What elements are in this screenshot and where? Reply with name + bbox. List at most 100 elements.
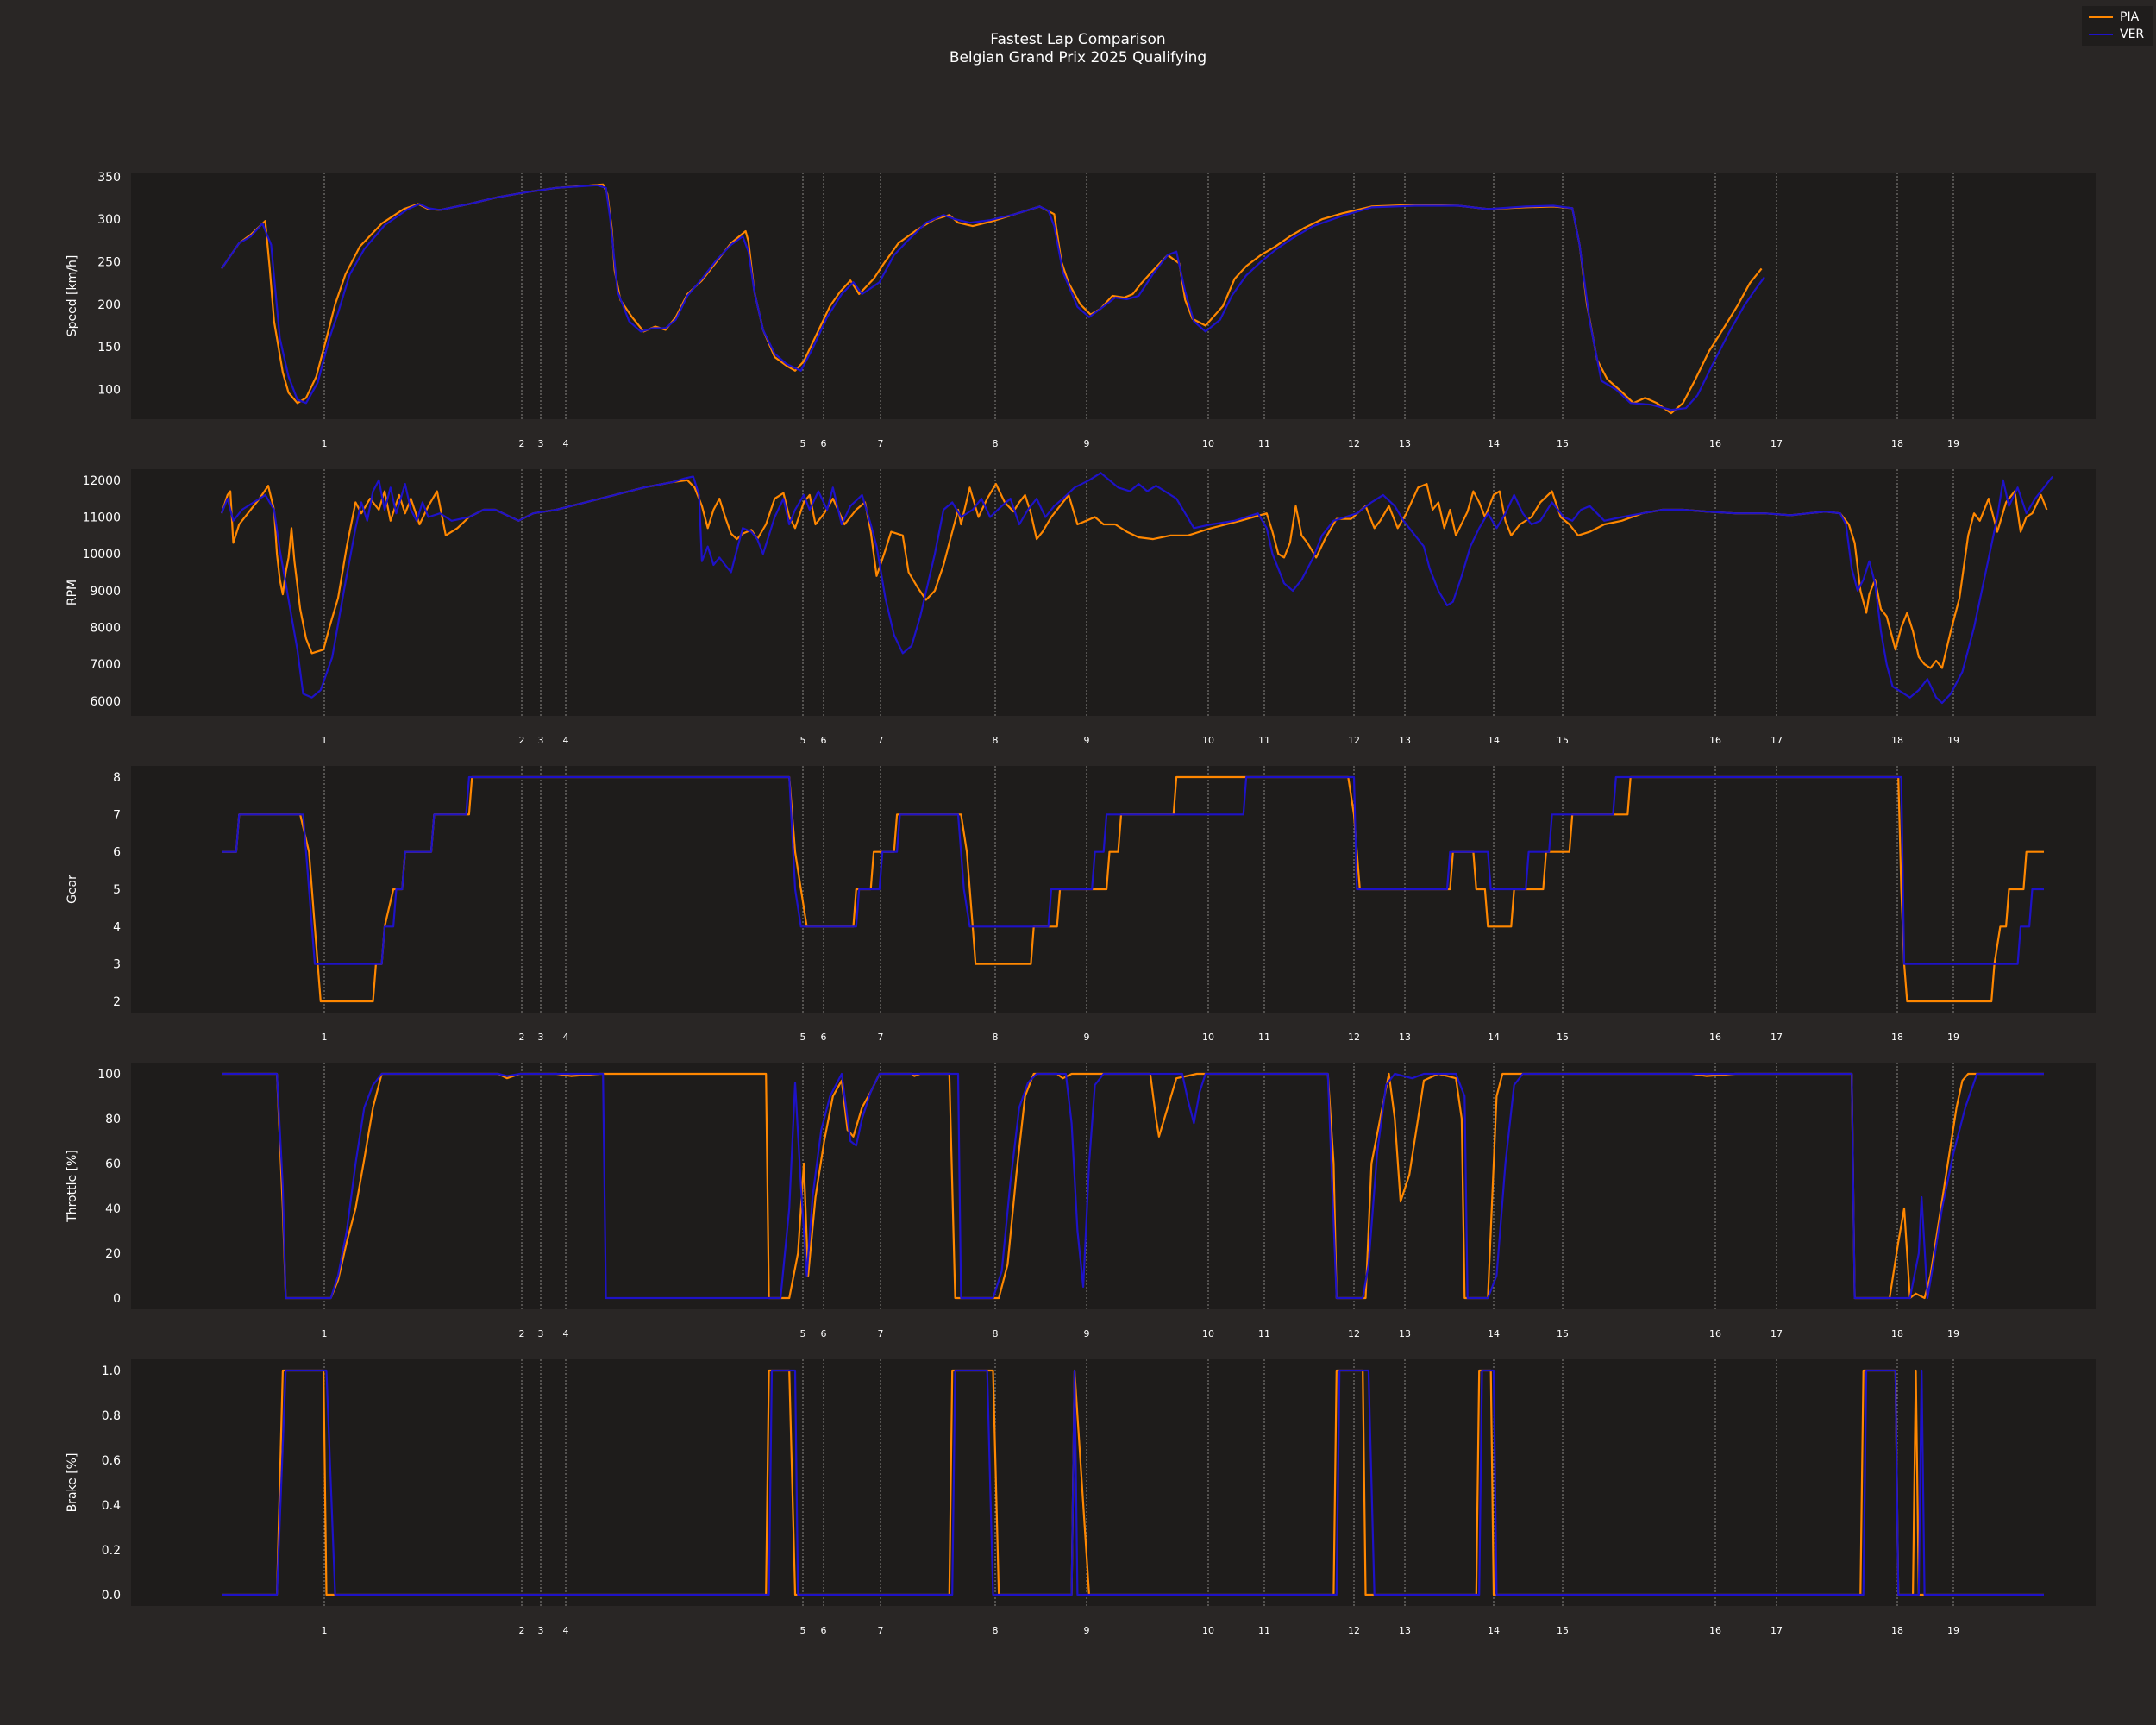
corner-label-10: 10 xyxy=(1202,438,1214,449)
y-tick-label: 8000 xyxy=(90,622,121,636)
y-tick-label: 0.8 xyxy=(102,1409,121,1423)
y-axis-label: Gear xyxy=(66,875,79,904)
corner-label-14: 14 xyxy=(1488,735,1500,746)
legend-item-pia: PIA xyxy=(2089,9,2139,26)
y-tick-label: 7000 xyxy=(90,658,121,672)
y-tick-label: 11000 xyxy=(82,511,121,524)
corner-label-14: 14 xyxy=(1488,438,1500,449)
corner-label-1: 1 xyxy=(322,1032,328,1043)
corner-label-12: 12 xyxy=(1348,1032,1360,1043)
corner-label-13: 13 xyxy=(1399,1032,1411,1043)
corner-label-7: 7 xyxy=(878,1328,884,1339)
y-tick-label: 3 xyxy=(113,958,121,972)
corner-label-3: 3 xyxy=(538,1032,544,1043)
corner-label-18: 18 xyxy=(1891,1328,1903,1339)
corner-label-11: 11 xyxy=(1258,735,1270,746)
corner-label-9: 9 xyxy=(1084,1032,1090,1043)
corner-label-17: 17 xyxy=(1771,1032,1783,1043)
corner-label-11: 11 xyxy=(1258,1625,1270,1636)
corner-label-2: 2 xyxy=(519,438,525,449)
corner-label-8: 8 xyxy=(993,1032,999,1043)
y-tick-label: 7 xyxy=(113,808,121,822)
y-tick-label: 1.0 xyxy=(102,1364,121,1378)
corner-label-14: 14 xyxy=(1488,1625,1500,1636)
corner-label-9: 9 xyxy=(1084,1328,1090,1339)
y-tick-label: 350 xyxy=(97,171,121,185)
corner-label-8: 8 xyxy=(993,1625,999,1636)
y-tick-label: 200 xyxy=(97,298,121,312)
series-line-ver xyxy=(222,775,2044,965)
corner-label-19: 19 xyxy=(1947,1032,1959,1043)
corner-label-5: 5 xyxy=(800,1032,806,1043)
corner-label-8: 8 xyxy=(993,1328,999,1339)
corner-label-18: 18 xyxy=(1891,438,1903,449)
corner-label-9: 9 xyxy=(1084,438,1090,449)
series-line-ver xyxy=(221,184,1765,411)
corner-label-6: 6 xyxy=(821,1625,827,1636)
y-tick-label: 0 xyxy=(113,1292,121,1306)
corner-label-3: 3 xyxy=(538,1328,544,1339)
corner-label-9: 9 xyxy=(1084,1625,1090,1636)
y-tick-label: 6000 xyxy=(90,695,121,709)
corner-label-4: 4 xyxy=(563,735,569,746)
corner-label-17: 17 xyxy=(1771,1625,1783,1636)
y-tick-label: 150 xyxy=(97,341,121,354)
legend: PIA VER xyxy=(2082,6,2153,46)
y-tick-label: 0.6 xyxy=(102,1454,121,1468)
corner-label-10: 10 xyxy=(1202,735,1214,746)
corner-label-18: 18 xyxy=(1891,1032,1903,1043)
corner-label-16: 16 xyxy=(1709,1032,1721,1043)
corner-label-12: 12 xyxy=(1348,1625,1360,1636)
corner-label-6: 6 xyxy=(821,735,827,746)
y-tick-label: 0.0 xyxy=(102,1589,121,1603)
y-tick-label: 100 xyxy=(97,383,121,397)
corner-label-19: 19 xyxy=(1947,438,1959,449)
corner-label-10: 10 xyxy=(1202,1625,1214,1636)
corner-label-1: 1 xyxy=(322,438,328,449)
corner-label-13: 13 xyxy=(1399,1625,1411,1636)
corner-label-16: 16 xyxy=(1709,1328,1721,1339)
corner-label-5: 5 xyxy=(800,1625,806,1636)
corner-label-2: 2 xyxy=(519,1625,525,1636)
corner-label-8: 8 xyxy=(993,735,999,746)
y-tick-label: 250 xyxy=(97,256,121,270)
corner-label-7: 7 xyxy=(878,1032,884,1043)
corner-label-1: 1 xyxy=(322,735,328,746)
y-tick-label: 20 xyxy=(105,1247,121,1261)
corner-label-4: 4 xyxy=(563,1328,569,1339)
y-tick-label: 5 xyxy=(113,883,121,897)
corner-label-12: 12 xyxy=(1348,1328,1360,1339)
corner-label-2: 2 xyxy=(519,1032,525,1043)
legend-item-ver: VER xyxy=(2089,26,2144,43)
plot-area xyxy=(131,1359,2096,1606)
series-line-ver xyxy=(222,1369,2044,1596)
corner-label-15: 15 xyxy=(1557,1032,1569,1043)
series-line-pia xyxy=(222,775,2044,1003)
corner-label-7: 7 xyxy=(878,735,884,746)
corner-label-14: 14 xyxy=(1488,1032,1500,1043)
corner-label-12: 12 xyxy=(1348,438,1360,449)
corner-label-16: 16 xyxy=(1709,735,1721,746)
y-tick-label: 80 xyxy=(105,1113,121,1126)
y-tick-label: 60 xyxy=(105,1157,121,1171)
corner-label-3: 3 xyxy=(538,438,544,449)
plot-area xyxy=(131,766,2096,1013)
series-line-ver xyxy=(220,472,2053,705)
chart-subtitle: Belgian Grand Prix 2025 Qualifying xyxy=(949,49,1207,66)
corner-label-8: 8 xyxy=(993,438,999,449)
corner-label-17: 17 xyxy=(1771,438,1783,449)
legend-swatch-ver xyxy=(2089,34,2113,35)
y-tick-label: 300 xyxy=(97,213,121,227)
corner-label-13: 13 xyxy=(1399,438,1411,449)
corner-label-15: 15 xyxy=(1557,438,1569,449)
corner-label-10: 10 xyxy=(1202,1328,1214,1339)
y-tick-label: 12000 xyxy=(82,474,121,488)
corner-label-2: 2 xyxy=(519,1328,525,1339)
corner-label-11: 11 xyxy=(1258,1032,1270,1043)
corner-label-15: 15 xyxy=(1557,735,1569,746)
corner-label-6: 6 xyxy=(821,438,827,449)
corner-label-15: 15 xyxy=(1557,1328,1569,1339)
